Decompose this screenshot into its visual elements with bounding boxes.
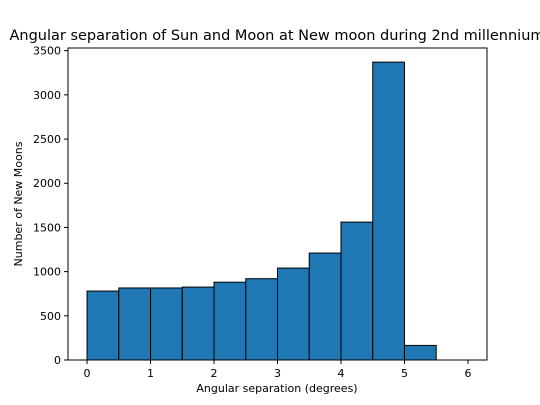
histogram-bar bbox=[150, 287, 183, 361]
y-axis-label: Number of New Moons bbox=[12, 141, 25, 266]
plot-frame bbox=[67, 47, 488, 361]
histogram-bar bbox=[213, 281, 247, 361]
y-tick-label: 500 bbox=[40, 310, 61, 323]
histogram-bar bbox=[308, 252, 342, 361]
histogram-bar bbox=[181, 286, 215, 361]
histogram-bar bbox=[372, 61, 405, 361]
histogram-bar bbox=[277, 267, 310, 361]
y-tick-label: 1500 bbox=[33, 221, 61, 234]
y-tick-label: 1000 bbox=[33, 266, 61, 279]
x-axis-label: Angular separation (degrees) bbox=[196, 382, 357, 395]
x-tick-label: 4 bbox=[337, 367, 344, 380]
y-tick-label: 2500 bbox=[33, 133, 61, 146]
histogram-bar bbox=[118, 287, 152, 361]
x-tick-label: 6 bbox=[464, 367, 471, 380]
x-tick-label: 2 bbox=[211, 367, 218, 380]
histogram-bar bbox=[403, 344, 437, 361]
x-tick-label: 3 bbox=[274, 367, 281, 380]
histogram-bar bbox=[86, 290, 120, 361]
x-tick-label: 0 bbox=[84, 367, 91, 380]
y-tick-label: 2000 bbox=[33, 177, 61, 190]
chart-title: Angular separation of Sun and Moon at Ne… bbox=[9, 28, 540, 44]
histogram-bar bbox=[245, 278, 278, 361]
y-tick-label: 0 bbox=[54, 354, 61, 367]
x-tick-label: 5 bbox=[401, 367, 408, 380]
x-tick-label: 1 bbox=[147, 367, 154, 380]
bars-group bbox=[86, 61, 437, 361]
y-axis-ticks: 0 500 1000 1500 2000 2500 3000 3500 bbox=[33, 45, 68, 367]
x-axis-ticks: 0 1 2 3 4 5 6 bbox=[84, 360, 471, 380]
y-tick-label: 3500 bbox=[33, 45, 61, 58]
histogram-bar bbox=[340, 221, 374, 361]
y-tick-label: 3000 bbox=[33, 89, 61, 102]
